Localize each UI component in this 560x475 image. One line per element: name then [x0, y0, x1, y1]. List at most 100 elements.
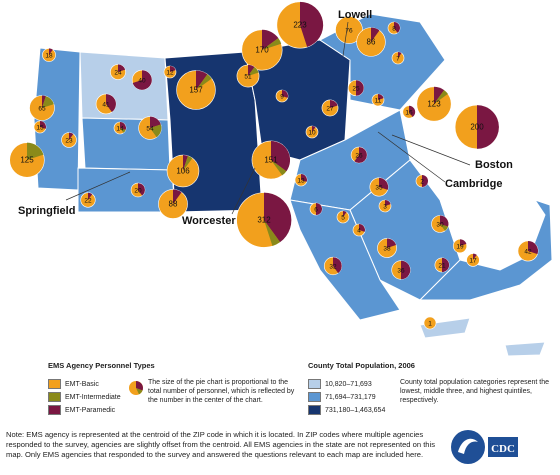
- pie-slice-paramedic: [378, 94, 384, 100]
- pie-value-label: 170: [255, 46, 269, 55]
- city-label-cambridge: Cambridge: [445, 178, 502, 190]
- pie-slice-paramedic: [371, 27, 380, 42]
- pie-slice-paramedic: [398, 52, 402, 58]
- legend-pop-mid-label: 71,694–731,179: [325, 393, 376, 401]
- pie-value-label: 23: [65, 138, 73, 145]
- pie-slice-paramedic: [312, 126, 316, 132]
- pie-slice-paramedic: [409, 105, 416, 118]
- pie-slice-intermediate: [120, 128, 126, 133]
- pie-value-label: 19: [456, 244, 464, 251]
- pie-value-label: 6: [314, 207, 318, 214]
- pie-value-label: 7: [396, 56, 400, 63]
- pie-value-label: 106: [176, 167, 190, 176]
- pie-slice-intermediate: [248, 67, 259, 76]
- county-barnstable: [418, 199, 553, 301]
- pie-value-label: 200: [470, 123, 484, 132]
- pie-slice-paramedic: [183, 155, 188, 171]
- pie-slice-paramedic: [173, 189, 182, 204]
- pie-slice-paramedic: [379, 177, 389, 190]
- agency-pie: 17: [466, 253, 480, 267]
- pie-value-label: 5: [341, 215, 345, 222]
- pie-slice-paramedic: [300, 1, 324, 48]
- agency-pie: 86: [356, 27, 386, 57]
- legend-intermediate-label: EMT-Intermediate: [65, 393, 121, 401]
- pie-slice-paramedic: [343, 211, 347, 217]
- pie-slice-intermediate: [262, 38, 282, 50]
- agency-pie: 2: [415, 174, 429, 188]
- agency-pie: 9: [275, 89, 289, 103]
- agency-pie: 5: [336, 210, 350, 224]
- legend-pop-mid: 71,694–731,179: [308, 392, 376, 402]
- agency-pie: 16: [402, 105, 416, 119]
- pie-slice-paramedic: [264, 192, 292, 243]
- pie-slice-paramedic: [440, 215, 449, 227]
- agency-pie: 38: [377, 238, 397, 258]
- agency-pie-layer: 2231701571513122001231068876866512554404…: [9, 1, 539, 330]
- cdc-logo-text: CDC: [491, 443, 515, 455]
- pie-value-label: 88: [169, 200, 178, 209]
- pie-slice-paramedic: [271, 140, 291, 172]
- city-label-layer: Lowell Boston Cambridge Worcester Spring…: [18, 9, 513, 227]
- agency-pie: 51: [236, 64, 260, 88]
- agency-pie: 151: [251, 140, 291, 180]
- agency-pie: 19: [452, 238, 468, 254]
- swatch-pop-high: [308, 405, 321, 415]
- pie-slice-paramedic: [132, 70, 152, 90]
- pie-value-label: 1: [428, 321, 432, 328]
- pie-slice-paramedic: [477, 105, 499, 149]
- legend-pop-low: 10,820–71,693: [308, 379, 372, 389]
- pie-slice-paramedic: [359, 224, 365, 232]
- agency-pie: 20: [130, 182, 146, 198]
- pie-value-label: 2: [420, 179, 424, 186]
- pie-slice-paramedic: [354, 147, 367, 163]
- pie-slice-paramedic: [434, 86, 445, 104]
- legend-pop-title: County Total Population, 2006: [308, 361, 415, 370]
- pie-slice-intermediate: [434, 90, 448, 104]
- pie-slice-intermediate: [440, 224, 449, 231]
- agency-pie: 3: [378, 199, 392, 213]
- agency-pie: 200: [454, 104, 500, 150]
- county-nantucket: [504, 341, 546, 357]
- pie-slice-paramedic: [330, 99, 338, 108]
- legend-basic-label: EMT-Basic: [65, 380, 99, 388]
- pie-value-label: 42: [524, 249, 532, 256]
- agency-pie: 32: [323, 256, 343, 276]
- city-label-lowell: Lowell: [338, 9, 372, 21]
- pie-slice-basic: [423, 316, 437, 330]
- pie-value-label: 36: [397, 268, 405, 275]
- pie-slice-intermediate: [196, 74, 212, 90]
- swatch-paramedic: [48, 405, 61, 415]
- pie-value-label: 125: [20, 156, 34, 165]
- pie-slice-paramedic: [262, 29, 279, 50]
- pie-value-label: 8: [392, 26, 396, 33]
- pie-value-label: 3: [383, 204, 387, 211]
- legend-sample-pie: [129, 381, 143, 395]
- county-dukes: [419, 317, 471, 339]
- city-label-boston: Boston: [475, 159, 513, 171]
- legend-intermediate: EMT-Intermediate: [48, 392, 121, 402]
- swatch-intermediate: [48, 392, 61, 402]
- pie-slice-intermediate: [183, 155, 193, 171]
- pie-value-label: 14: [116, 126, 124, 133]
- pie-value-label: 9: [280, 94, 284, 101]
- agency-pie: 21: [434, 257, 450, 273]
- county-bristol: [289, 199, 401, 321]
- agency-pie: 4: [352, 223, 366, 237]
- pie-slice-paramedic: [120, 122, 126, 130]
- pie-value-label: 157: [189, 86, 203, 95]
- pie-slice-paramedic: [333, 257, 342, 274]
- pie-slice-paramedic: [422, 175, 428, 187]
- county-franklin: [79, 51, 169, 121]
- pie-value-label: 10: [308, 130, 316, 137]
- pie-value-label: 32: [329, 264, 337, 271]
- pie-value-label: 41: [102, 102, 110, 109]
- pie-value-label: 312: [257, 216, 271, 225]
- pie-value-label: 17: [469, 258, 477, 265]
- agency-pie: 30: [431, 215, 449, 233]
- legend-paramedic: EMT-Paramedic: [48, 405, 115, 415]
- cdc-logo: CDC: [450, 428, 520, 466]
- legend-pop-low-label: 10,820–71,693: [325, 380, 372, 388]
- agency-pie: 25: [347, 79, 365, 97]
- pie-value-label: 24: [114, 70, 122, 77]
- agency-pie: 76: [335, 16, 363, 44]
